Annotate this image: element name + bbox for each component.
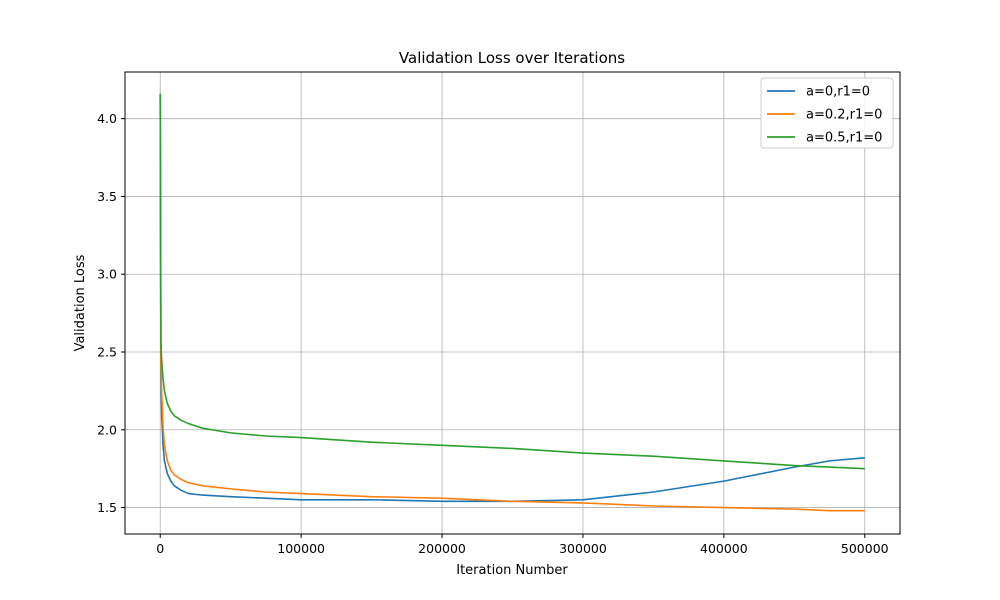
plot-frame — [124, 71, 901, 535]
series-line-1 — [159, 95, 865, 512]
y-tick-label: 1.5 — [97, 500, 117, 515]
x-tick-label: 100000 — [277, 541, 325, 556]
x-axis-label: Iteration Number — [456, 563, 568, 578]
y-axis-label: Validation Loss — [73, 254, 88, 351]
legend: a=0,r1=0 a=0.2,r1=0 a=0.5,r1=0 — [760, 77, 894, 149]
grid — [125, 72, 900, 534]
y-tick-label: 4.0 — [97, 111, 117, 126]
legend-label-2: a=0.5,r1=0 — [806, 131, 882, 146]
x-tick-label: 200000 — [418, 541, 466, 556]
series-line-2 — [159, 93, 865, 470]
x-tick-label: 500000 — [841, 541, 889, 556]
y-tick-label: 2.0 — [97, 422, 117, 437]
y-tick-label: 3.5 — [97, 189, 117, 204]
x-tick-label: 0 — [156, 541, 164, 556]
legend-label-1: a=0.2,r1=0 — [806, 108, 882, 123]
legend-box — [760, 77, 894, 149]
axis-ticks: 0 100000 200000 300000 400000 500000 1.5 2.0 2.5… — [97, 111, 889, 556]
y-tick-label: 2.5 — [97, 345, 117, 360]
y-tick-label: 3.0 — [97, 267, 117, 282]
series-line-0 — [159, 95, 865, 503]
x-tick-label: 400000 — [700, 541, 748, 556]
series-lines — [159, 93, 865, 512]
chart-title: Validation Loss over Iterations — [399, 49, 625, 67]
x-tick-label: 300000 — [559, 541, 607, 556]
legend-label-0: a=0,r1=0 — [806, 85, 870, 100]
